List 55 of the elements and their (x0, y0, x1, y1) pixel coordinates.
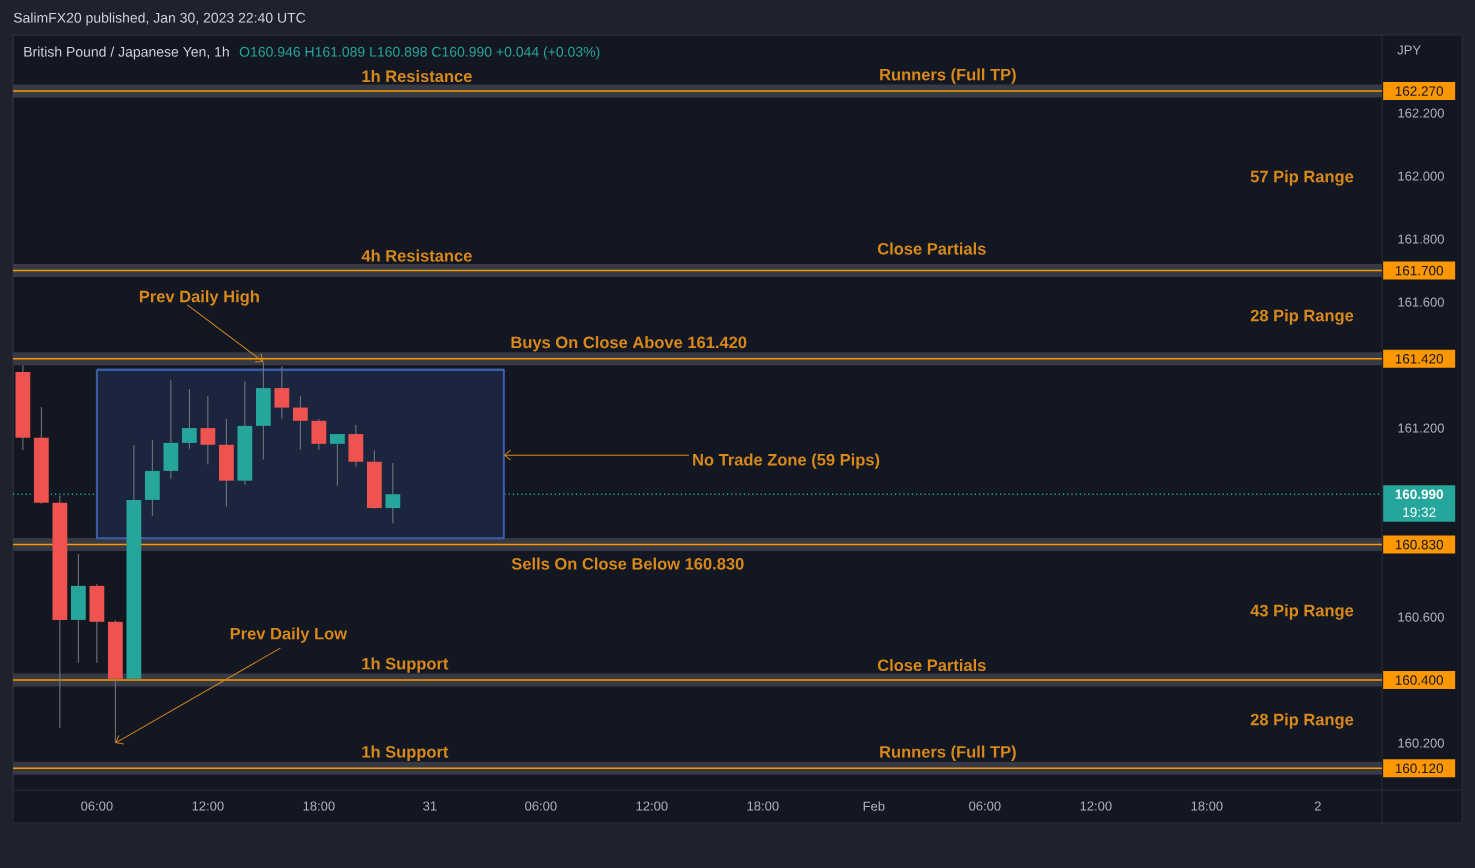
candlestick (274, 365, 290, 420)
x-tick-label: 12:00 (192, 801, 224, 811)
ref-line-label: 160.990 (1395, 489, 1443, 499)
ref-line-label: 160.400 (1395, 675, 1444, 685)
text: British Pound / Japanese Yen, 1h (24, 46, 229, 60)
annotation: Buys On Close Above 161.420 (511, 336, 747, 352)
x-tick-label: 18:00 (303, 801, 335, 811)
y-axis-title: JPY (1397, 45, 1421, 55)
annotation: Prev Daily Low (230, 627, 348, 643)
ref-line-label: 162.270 (1395, 86, 1444, 96)
annotation: 28 Pip Range (1250, 713, 1354, 729)
annotation: 28 Pip Range (1250, 309, 1354, 325)
annotation: 43 Pip Range (1250, 604, 1354, 620)
annotation: 57 Pip Range (1250, 170, 1354, 186)
candlestick (200, 395, 216, 466)
annotation: Sells On Close Below 160.830 (511, 557, 744, 570)
y-tick-label: 161.200 (1398, 423, 1444, 433)
candlestick (181, 388, 197, 450)
x-tick-label: 18:00 (1191, 801, 1223, 811)
x-tick-label: 06:00 (525, 801, 557, 811)
y-tick-label: 162.200 (1398, 108, 1444, 118)
y-tick-label: 162.000 (1398, 171, 1444, 181)
candlestick (311, 418, 327, 451)
annotation: Runners (Full TP) (880, 745, 1016, 761)
text: 19:32 (1403, 507, 1436, 517)
annotation: 1h Resistance (362, 69, 472, 83)
x-tick-label: 06:00 (81, 801, 113, 811)
annotation: No Trade Zone (59 Pips) (693, 453, 880, 469)
ref-line-label: 161.700 (1395, 265, 1444, 276)
x-tick-label: 2 (1314, 801, 1321, 811)
annotation: 1h Support (362, 745, 449, 761)
x-tick-label: 31 (423, 801, 437, 811)
candlestick (329, 433, 345, 487)
annotation: Close Partials (877, 242, 986, 255)
ref-line-label: 160.830 (1395, 539, 1444, 550)
annotation: 1h Support (362, 657, 449, 673)
x-tick-label: 12:00 (1080, 801, 1112, 811)
y-tick-label: 160.200 (1398, 738, 1444, 748)
candlestick (385, 462, 401, 524)
text: O160.946 H161.089 L160.898 C160.990 +0.044 (+0.03%) (239, 46, 600, 60)
x-tick-label: Feb (863, 801, 885, 811)
x-tick-label: 12:00 (636, 801, 668, 811)
y-tick-label: 161.600 (1398, 297, 1444, 307)
y-tick-label: 160.600 (1398, 612, 1444, 622)
annotation: Close Partials (877, 659, 986, 672)
ref-line-label: 160.120 (1395, 763, 1444, 774)
x-tick-label: 06:00 (969, 801, 1001, 811)
candlestick (292, 395, 308, 451)
text: SalimFX20 published, Jan 30, 2023 22:40 UTC (13, 12, 306, 26)
annotation: 4h Resistance (361, 249, 472, 262)
x-tick-label: 18:00 (747, 801, 779, 811)
ref-line-label: 161.420 (1395, 354, 1444, 364)
annotation: Prev Daily High (139, 290, 259, 306)
y-tick-label: 161.800 (1398, 234, 1444, 244)
annotation: Runners (Full TP) (880, 68, 1016, 84)
